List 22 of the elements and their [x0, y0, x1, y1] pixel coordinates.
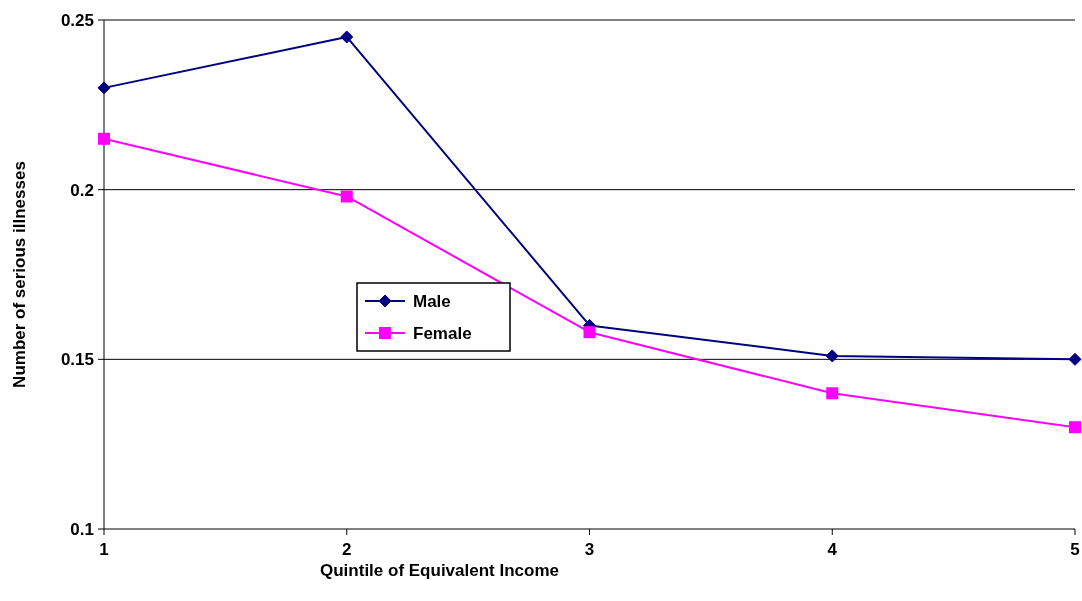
point: [98, 132, 110, 145]
x-tick-label: 2: [342, 540, 352, 559]
point: [1068, 352, 1082, 366]
point: [583, 326, 596, 339]
point: [826, 387, 839, 400]
x-axis-title: Quintile of Equivalent Income: [320, 561, 559, 580]
legend-label: Male: [413, 291, 451, 311]
y-tick-label: 0.15: [60, 350, 94, 370]
legend-label: Female: [413, 323, 472, 343]
x-tick-label: 3: [584, 540, 595, 559]
y-tick-label: 0.1: [70, 519, 94, 539]
x-tick-label: 5: [1070, 540, 1080, 559]
point: [825, 349, 839, 363]
y-tick-label: 0.2: [70, 180, 94, 200]
point: [340, 30, 354, 44]
y-axis-title: Number of serious illnesses: [10, 161, 29, 388]
point: [340, 190, 353, 203]
point: [1069, 421, 1081, 434]
x-tick-label: 1: [99, 540, 109, 559]
x-tick-label: 4: [827, 540, 838, 559]
point: [97, 81, 111, 95]
y-tick-label: 0.25: [60, 10, 94, 30]
